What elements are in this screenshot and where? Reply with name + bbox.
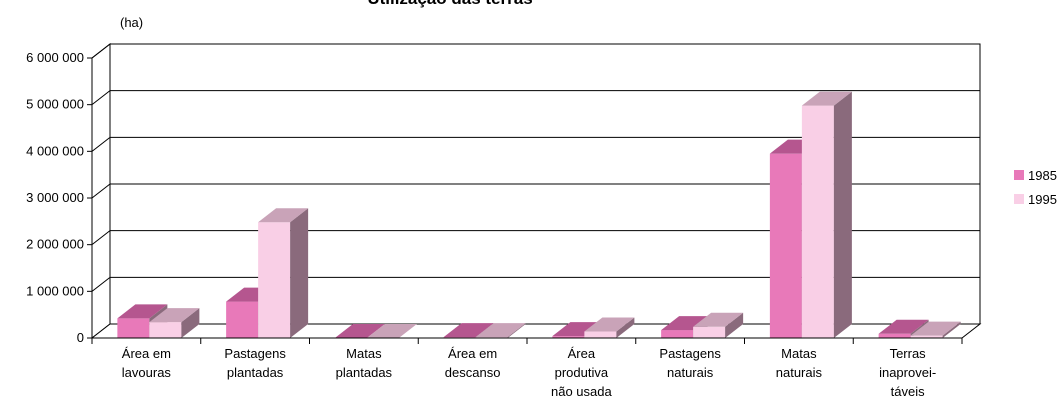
- bar-front-1995: [258, 222, 290, 338]
- y-tick-label: 2 000 000: [26, 237, 84, 252]
- chart-title: Utilização das terras: [367, 0, 532, 8]
- x-category-line: naturais: [776, 365, 823, 380]
- x-category-line: plantadas: [227, 365, 284, 380]
- x-category-line: táveis: [891, 384, 925, 399]
- bar-front-1985: [117, 318, 149, 338]
- x-category-line: Área: [568, 346, 596, 361]
- x-category-label: Terras inaprovei-táveis: [879, 346, 936, 399]
- y-tick-label: 6 000 000: [26, 50, 84, 65]
- x-category-label: Área produtiva não usada: [551, 346, 612, 399]
- legend: 1985 1995: [1014, 168, 1057, 207]
- unit-label: (ha): [120, 15, 143, 30]
- bar-front-1995: [802, 106, 834, 338]
- bars: [117, 92, 960, 338]
- y-tick-label: 5 000 000: [26, 97, 84, 112]
- bar-front-1985: [770, 154, 802, 338]
- bar-side-1995: [290, 208, 308, 338]
- bar-front-1985: [226, 302, 258, 338]
- x-category-line: naturais: [667, 365, 714, 380]
- x-category-line: Área em: [122, 346, 171, 361]
- y-axis: 0 1 000 000 2 000 000 3 000 000 4 000 000 5 0…: [26, 50, 92, 345]
- bar-front-1995: [693, 327, 725, 338]
- bar-1995-6: [802, 92, 852, 338]
- x-category-line: descanso: [445, 365, 501, 380]
- x-category-label: Matas naturais: [776, 346, 823, 380]
- bar-front-1985: [879, 334, 911, 338]
- x-category-label: Área em lavouras: [122, 346, 172, 380]
- x-category-label: Pastagens plantadas: [224, 346, 286, 380]
- x-axis: Área em lavouras Pastagens plantadas Matas pl…: [92, 338, 962, 399]
- y-tick-label: 0: [77, 330, 84, 345]
- x-category-line: produtiva: [555, 365, 609, 380]
- bar-1995-1: [258, 208, 308, 338]
- x-category-line: lavouras: [122, 365, 172, 380]
- x-category-label: Área em descanso: [445, 346, 501, 380]
- x-category-label: Pastagens naturais: [659, 346, 721, 380]
- y-tick-label: 1 000 000: [26, 283, 84, 298]
- bar-side-1995: [834, 92, 852, 338]
- bar-front-1985: [661, 330, 693, 338]
- bar-front-1995: [584, 331, 616, 338]
- legend-swatch-1985: [1014, 170, 1024, 180]
- x-category-line: Matas: [781, 346, 817, 361]
- y-tick-label: 3 000 000: [26, 190, 84, 205]
- legend-label-1985: 1985: [1028, 168, 1057, 183]
- x-category-line: Área em: [448, 346, 497, 361]
- y-tick-label: 4 000 000: [26, 143, 84, 158]
- legend-label-1995: 1995: [1028, 192, 1057, 207]
- x-category-label: Matas plantadas: [336, 346, 393, 380]
- x-category-line: plantadas: [336, 365, 393, 380]
- legend-swatch-1995: [1014, 194, 1024, 204]
- x-category-line: Terras: [890, 346, 927, 361]
- x-category-line: Matas: [346, 346, 382, 361]
- bar-front-1995: [149, 322, 181, 338]
- x-category-line: Pastagens: [659, 346, 721, 361]
- x-category-line: não usada: [551, 384, 612, 399]
- x-category-line: inaprovei-: [879, 365, 936, 380]
- x-category-line: Pastagens: [224, 346, 286, 361]
